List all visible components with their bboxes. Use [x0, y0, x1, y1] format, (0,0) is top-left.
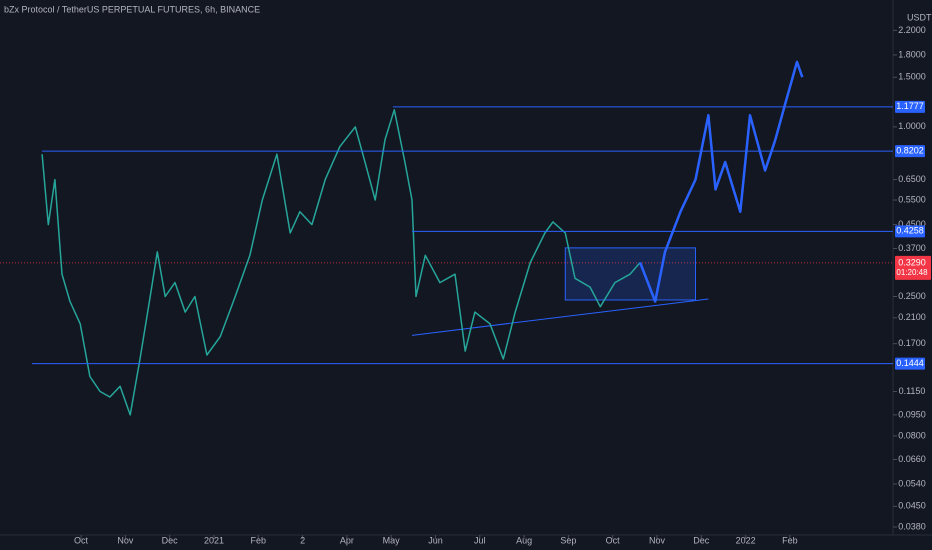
y-tick-label: 0.2100 [898, 312, 926, 322]
level-label-bg [895, 100, 925, 113]
y-tick-label: 0.0660 [898, 454, 926, 464]
x-tick-label: Feb [782, 535, 798, 545]
level-label-bg [895, 357, 925, 370]
x-tick-label: Nov [117, 535, 134, 545]
level-label: 0.4258 [896, 226, 924, 236]
price-line [41, 109, 641, 416]
y-tick-label: 1.8000 [898, 49, 926, 59]
level-label-bg [895, 145, 925, 158]
trendline [411, 298, 709, 336]
x-tick-label: Feb [251, 535, 267, 545]
x-tick-label: Nov [649, 535, 666, 545]
y-tick-label: 0.3700 [898, 243, 926, 253]
y-tick-label: 1.0000 [898, 121, 926, 131]
countdown: 01:20:48 [896, 268, 928, 277]
y-tick-label: 0.0950 [898, 409, 926, 419]
y-tick-label: 0.1700 [898, 338, 926, 348]
x-tick-label: Oct [74, 535, 89, 545]
x-tick-label: Dec [693, 535, 710, 545]
y-unit: USDT [907, 12, 932, 22]
x-tick-label: Dec [162, 535, 179, 545]
x-tick-label: 2022 [736, 535, 756, 545]
level-label-bg [895, 225, 925, 238]
x-tick-label: Apr [340, 535, 354, 545]
y-tick-label: 0.0540 [898, 478, 926, 488]
x-tick-label: Aug [516, 535, 532, 545]
current-price-bg [895, 255, 931, 280]
x-tick-label: Sep [560, 535, 576, 545]
level-label: 0.8202 [896, 145, 924, 155]
y-tick-label: 0.0800 [898, 430, 926, 440]
y-tick-label: 0.2500 [898, 291, 926, 301]
x-tick-label: Jul [474, 535, 486, 545]
y-tick-label: 1.5000 [898, 72, 926, 82]
chart-title: bZx Protocol / TetherUS PERPETUAL FUTURE… [4, 4, 260, 14]
y-tick-label: 0.0380 [898, 521, 926, 531]
y-tick-label: 0.4500 [898, 219, 926, 229]
y-tick-label: 0.5500 [898, 194, 926, 204]
x-tick-label: May [383, 535, 401, 545]
level-label: 0.1444 [896, 358, 924, 368]
level-label: 1.1777 [896, 101, 924, 111]
x-tick-label: 2 [300, 535, 305, 545]
x-tick-label: Jun [428, 535, 443, 545]
x-tick-label: 2021 [204, 535, 224, 545]
current-price-label: 0.3290 [898, 257, 926, 267]
y-tick-label: 0.0450 [898, 501, 926, 511]
y-tick-label: 0.1150 [899, 386, 926, 396]
y-tick-label: 0.6500 [898, 174, 926, 184]
y-tick-label: 2.2000 [898, 25, 926, 35]
x-tick-label: Oct [606, 535, 621, 545]
price-line [638, 60, 804, 303]
